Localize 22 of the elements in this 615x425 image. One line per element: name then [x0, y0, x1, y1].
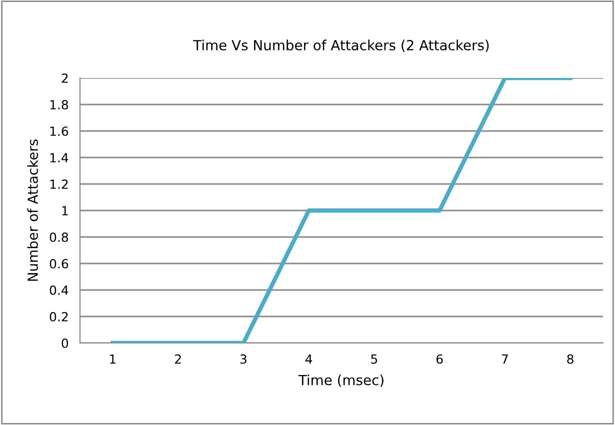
x-tick-label: 4 [305, 354, 312, 364]
y-tick-label: 1.8 [50, 100, 68, 110]
x-tick-label: 3 [240, 354, 246, 364]
y-tick-label: 0.4 [50, 285, 68, 295]
y-tick-label: 0.8 [50, 232, 68, 242]
y-tick-label: 0.2 [50, 312, 68, 322]
y-tick-label: 0 [62, 338, 68, 348]
y-tick-label: 1 [62, 206, 68, 216]
x-axis-title: Time (msec) [298, 374, 384, 387]
y-tick-label: 1.2 [50, 179, 68, 189]
chart-title: Time Vs Number of Attackers (2 Attackers) [193, 40, 489, 52]
x-tick-label: 8 [567, 354, 574, 364]
x-tick-label: 7 [502, 354, 508, 364]
x-tick-label: 6 [436, 354, 443, 364]
y-tick-label: 1.4 [50, 153, 68, 162]
y-tick-label: 1.6 [50, 126, 68, 136]
y-tick-label: 2 [62, 73, 68, 83]
x-tick-label: 2 [175, 354, 181, 364]
x-tick-label: 5 [371, 354, 378, 364]
x-tick-label: 1 [110, 354, 116, 364]
y-tick-label: 0.6 [50, 258, 68, 268]
y-axis-title: Number of Attackers [27, 140, 38, 281]
